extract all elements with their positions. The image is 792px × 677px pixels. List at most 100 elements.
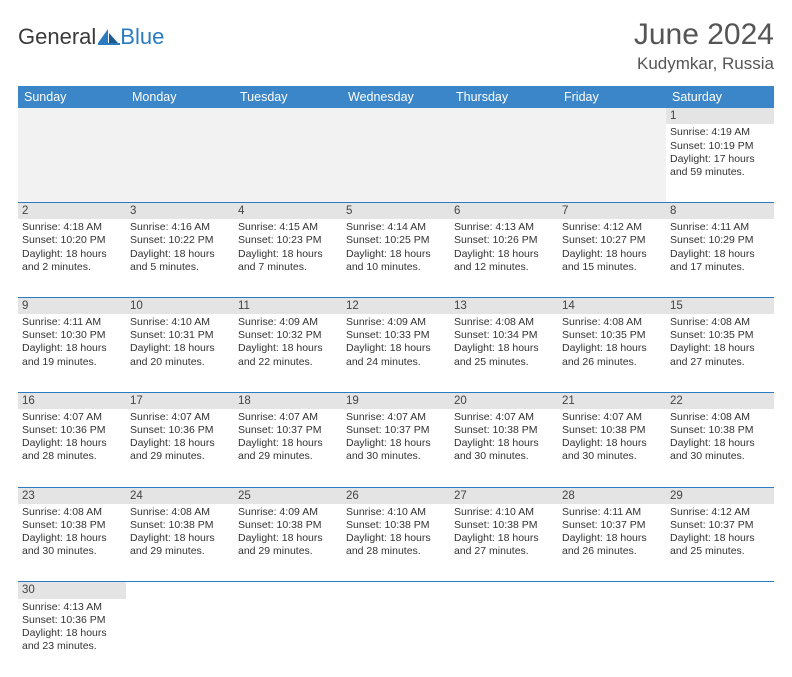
sunset-line: Sunset: 10:38 PM <box>22 519 122 532</box>
sunrise-line: Sunrise: 4:07 AM <box>130 411 230 424</box>
day-number <box>450 108 558 124</box>
sunrise-line: Sunrise: 4:11 AM <box>22 316 122 329</box>
daylight-line: Daylight: 18 hours and 12 minutes. <box>454 248 554 274</box>
sunrise-line: Sunrise: 4:12 AM <box>670 506 770 519</box>
day-number: 20 <box>450 392 558 409</box>
sunrise-line: Sunrise: 4:11 AM <box>562 506 662 519</box>
sunset-line: Sunset: 10:34 PM <box>454 329 554 342</box>
sunset-line: Sunset: 10:33 PM <box>346 329 446 342</box>
day-cell: Sunrise: 4:08 AMSunset: 10:38 PMDaylight… <box>126 504 234 582</box>
sunset-line: Sunset: 10:36 PM <box>22 424 122 437</box>
daylight-line: Daylight: 18 hours and 15 minutes. <box>562 248 662 274</box>
day-cell: Sunrise: 4:18 AMSunset: 10:20 PMDaylight… <box>18 219 126 297</box>
day-cell <box>126 124 234 202</box>
sunrise-line: Sunrise: 4:09 AM <box>238 316 338 329</box>
day-cell: Sunrise: 4:08 AMSunset: 10:38 PMDaylight… <box>18 504 126 582</box>
day-cell: Sunrise: 4:11 AMSunset: 10:29 PMDaylight… <box>666 219 774 297</box>
day-number: 22 <box>666 392 774 409</box>
sunset-line: Sunset: 10:31 PM <box>130 329 230 342</box>
daylight-line: Daylight: 18 hours and 29 minutes. <box>130 437 230 463</box>
day-cell: Sunrise: 4:07 AMSunset: 10:38 PMDaylight… <box>558 409 666 487</box>
day-number: 16 <box>18 392 126 409</box>
day-number: 14 <box>558 297 666 314</box>
day-number: 6 <box>450 202 558 219</box>
sunrise-line: Sunrise: 4:10 AM <box>346 506 446 519</box>
day-cell: Sunrise: 4:13 AMSunset: 10:26 PMDaylight… <box>450 219 558 297</box>
sunrise-line: Sunrise: 4:08 AM <box>130 506 230 519</box>
day-cell: Sunrise: 4:13 AMSunset: 10:36 PMDaylight… <box>18 599 126 677</box>
day-number: 10 <box>126 297 234 314</box>
day-cell: Sunrise: 4:11 AMSunset: 10:37 PMDaylight… <box>558 504 666 582</box>
day-cell: Sunrise: 4:10 AMSunset: 10:38 PMDaylight… <box>342 504 450 582</box>
sunrise-line: Sunrise: 4:09 AM <box>346 316 446 329</box>
sunset-line: Sunset: 10:22 PM <box>130 234 230 247</box>
sunrise-line: Sunrise: 4:07 AM <box>22 411 122 424</box>
day-number: 1 <box>666 108 774 124</box>
day-number: 4 <box>234 202 342 219</box>
day-number: 27 <box>450 487 558 504</box>
day-content-row: Sunrise: 4:19 AMSunset: 10:19 PMDaylight… <box>18 124 774 202</box>
sunset-line: Sunset: 10:37 PM <box>670 519 770 532</box>
weekday-header-row: SundayMondayTuesdayWednesdayThursdayFrid… <box>18 86 774 108</box>
day-number: 17 <box>126 392 234 409</box>
day-cell: Sunrise: 4:07 AMSunset: 10:37 PMDaylight… <box>234 409 342 487</box>
sunrise-line: Sunrise: 4:11 AM <box>670 221 770 234</box>
sunset-line: Sunset: 10:38 PM <box>454 519 554 532</box>
day-cell: Sunrise: 4:07 AMSunset: 10:38 PMDaylight… <box>450 409 558 487</box>
daylight-line: Daylight: 18 hours and 28 minutes. <box>22 437 122 463</box>
daylight-line: Daylight: 18 hours and 27 minutes. <box>670 342 770 368</box>
day-cell: Sunrise: 4:07 AMSunset: 10:37 PMDaylight… <box>342 409 450 487</box>
daylight-line: Daylight: 18 hours and 29 minutes. <box>238 437 338 463</box>
weekday-header: Thursday <box>450 86 558 108</box>
daylight-line: Daylight: 18 hours and 23 minutes. <box>22 627 122 653</box>
daylight-line: Daylight: 18 hours and 24 minutes. <box>346 342 446 368</box>
sunset-line: Sunset: 10:38 PM <box>130 519 230 532</box>
day-cell: Sunrise: 4:08 AMSunset: 10:34 PMDaylight… <box>450 314 558 392</box>
daylight-line: Daylight: 18 hours and 10 minutes. <box>346 248 446 274</box>
sunset-line: Sunset: 10:38 PM <box>670 424 770 437</box>
sail-icon <box>98 29 120 45</box>
month-title: June 2024 <box>634 18 774 52</box>
sunset-line: Sunset: 10:29 PM <box>670 234 770 247</box>
sunrise-line: Sunrise: 4:08 AM <box>454 316 554 329</box>
logo: General Blue <box>18 18 164 50</box>
weekday-header: Saturday <box>666 86 774 108</box>
day-number: 7 <box>558 202 666 219</box>
sunset-line: Sunset: 10:36 PM <box>130 424 230 437</box>
day-cell: Sunrise: 4:19 AMSunset: 10:19 PMDaylight… <box>666 124 774 202</box>
sunset-line: Sunset: 10:19 PM <box>670 140 770 153</box>
sunrise-line: Sunrise: 4:07 AM <box>346 411 446 424</box>
day-cell: Sunrise: 4:09 AMSunset: 10:38 PMDaylight… <box>234 504 342 582</box>
day-number-row: 23242526272829 <box>18 487 774 504</box>
sunrise-line: Sunrise: 4:13 AM <box>454 221 554 234</box>
location: Kudymkar, Russia <box>634 54 774 74</box>
sunrise-line: Sunrise: 4:09 AM <box>238 506 338 519</box>
day-content-row: Sunrise: 4:08 AMSunset: 10:38 PMDaylight… <box>18 504 774 582</box>
day-cell: Sunrise: 4:08 AMSunset: 10:35 PMDaylight… <box>558 314 666 392</box>
day-cell: Sunrise: 4:12 AMSunset: 10:27 PMDaylight… <box>558 219 666 297</box>
day-cell: Sunrise: 4:10 AMSunset: 10:38 PMDaylight… <box>450 504 558 582</box>
day-cell <box>450 599 558 677</box>
day-content-row: Sunrise: 4:07 AMSunset: 10:36 PMDaylight… <box>18 409 774 487</box>
daylight-line: Daylight: 18 hours and 27 minutes. <box>454 532 554 558</box>
sunrise-line: Sunrise: 4:07 AM <box>454 411 554 424</box>
day-cell <box>126 599 234 677</box>
calendar-table: SundayMondayTuesdayWednesdayThursdayFrid… <box>18 86 774 677</box>
day-number: 18 <box>234 392 342 409</box>
daylight-line: Daylight: 18 hours and 25 minutes. <box>670 532 770 558</box>
day-number <box>234 582 342 599</box>
day-cell <box>234 124 342 202</box>
day-number <box>126 108 234 124</box>
daylight-line: Daylight: 18 hours and 26 minutes. <box>562 532 662 558</box>
daylight-line: Daylight: 18 hours and 22 minutes. <box>238 342 338 368</box>
sunset-line: Sunset: 10:32 PM <box>238 329 338 342</box>
day-number: 28 <box>558 487 666 504</box>
daylight-line: Daylight: 18 hours and 19 minutes. <box>22 342 122 368</box>
day-number <box>126 582 234 599</box>
day-number <box>342 582 450 599</box>
day-number <box>558 108 666 124</box>
sunset-line: Sunset: 10:38 PM <box>238 519 338 532</box>
sunset-line: Sunset: 10:38 PM <box>562 424 662 437</box>
day-cell <box>342 599 450 677</box>
day-cell: Sunrise: 4:11 AMSunset: 10:30 PMDaylight… <box>18 314 126 392</box>
